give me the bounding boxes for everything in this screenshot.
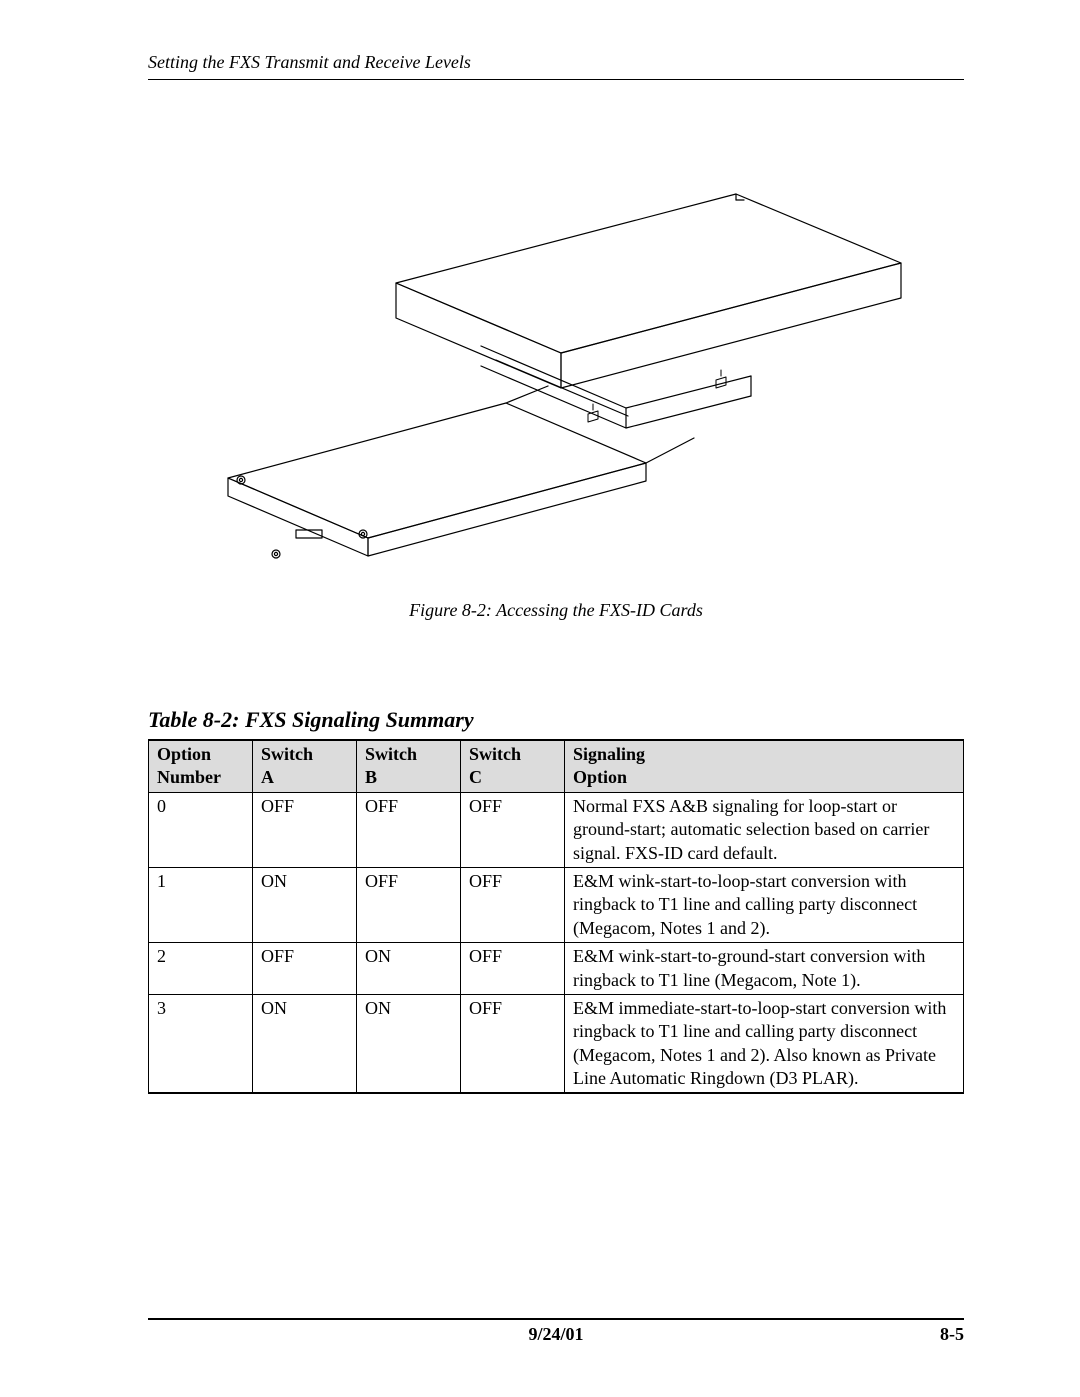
table-body: 0 OFF OFF OFF Normal FXS A&B signaling f… [149, 792, 964, 1093]
fxs-signaling-table: Option Number Switch A Switch B Switch C… [148, 739, 964, 1094]
table-row: 0 OFF OFF OFF Normal FXS A&B signaling f… [149, 792, 964, 867]
running-header: Setting the FXS Transmit and Receive Lev… [148, 52, 964, 73]
fxs-id-cards-diagram [196, 178, 916, 590]
figure-caption: Figure 8-2: Accessing the FXS-ID Cards [148, 600, 964, 621]
col-switch-b: Switch B [357, 740, 461, 792]
footer-rule [148, 1318, 964, 1320]
table-row: 3 ON ON OFF E&M immediate-start-to-loop-… [149, 994, 964, 1093]
table-row: 1 ON OFF OFF E&M wink-start-to-loop-star… [149, 867, 964, 942]
col-signaling-option: Signaling Option [565, 740, 964, 792]
table-row: 2 OFF ON OFF E&M wink-start-to-ground-st… [149, 943, 964, 995]
col-switch-c: Switch C [461, 740, 565, 792]
col-option-number: Option Number [149, 740, 253, 792]
table-title: Table 8-2: FXS Signaling Summary [148, 707, 964, 733]
figure-8-2: Figure 8-2: Accessing the FXS-ID Cards [148, 178, 964, 621]
footer-page-number: 8-5 [940, 1324, 964, 1345]
col-switch-a: Switch A [253, 740, 357, 792]
header-rule [148, 79, 964, 80]
footer-date: 9/24/01 [528, 1324, 583, 1345]
page-footer: 9/24/01 8-5 [148, 1318, 964, 1345]
